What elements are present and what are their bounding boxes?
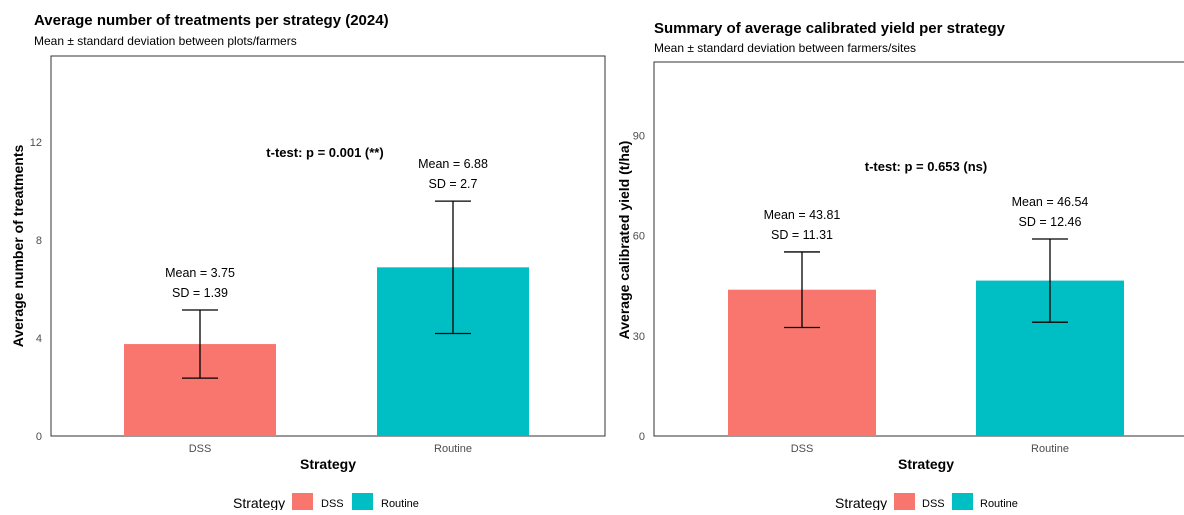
bars [728,280,1124,436]
bar-label-dss: SD = 1.39 [172,286,228,300]
bar-label-dss: SD = 11.31 [771,228,833,242]
legend-label-routine: Routine [381,498,419,510]
x-axis-title: Strategy [898,456,954,472]
legend-title: Strategy [233,495,285,510]
legend-label-dss: DSS [321,498,344,510]
yield-chart-svg: Summary of average calibrated yield per … [616,20,1184,511]
x-tick-label-routine: Routine [434,443,472,455]
ttest-annotation: t-test: p = 0.653 (ns) [865,159,987,174]
yield-chart: Summary of average calibrated yield per … [612,0,1184,511]
y-tick-label: 0 [36,431,42,443]
legend-label-dss: DSS [922,498,945,510]
bar-label-dss: Mean = 3.75 [165,266,235,280]
plot-panel [653,61,1184,437]
chart-title: Summary of average calibrated yield per … [654,20,1006,37]
chart-title: Average number of treatments per strateg… [34,12,389,29]
chart-subtitle: Mean ± standard deviation between plots/… [34,34,297,48]
legend: Strategy DSS Routine [233,493,419,511]
legend-swatch-routine [352,493,373,510]
x-axis: DSS Routine [189,443,472,455]
bar-label-routine: SD = 12.46 [1019,215,1082,229]
bar-label-routine: Mean = 6.88 [418,157,488,171]
y-axis: 0 30 60 90 [633,130,645,443]
x-axis: DSS Routine [791,443,1069,455]
y-axis-title: Average number of treatments [10,145,26,348]
x-tick-label-dss: DSS [189,443,212,455]
x-tick-label-dss: DSS [791,443,814,455]
y-axis-title: Average calibrated yield (t/ha) [616,141,632,340]
bar-labels: Mean = 43.81 SD = 11.31 Mean = 46.54 SD = 1… [764,195,1089,242]
legend: Strategy DSS Routine [835,493,1018,511]
x-tick-label-routine: Routine [1031,443,1069,455]
legend-label-routine: Routine [980,498,1018,510]
treatments-chart-svg: Average number of treatments per strateg… [10,12,606,511]
bar-labels: Mean = 3.75 SD = 1.39 Mean = 6.88 SD = 2.7 [165,157,488,300]
error-bars [784,238,1068,329]
y-tick-label: 30 [633,331,645,343]
ttest-annotation: t-test: p = 0.001 (**) [266,145,383,160]
x-axis-title: Strategy [300,456,356,472]
y-tick-label: 8 [36,235,42,247]
bar-label-routine: Mean = 46.54 [1012,195,1089,209]
bar-label-dss: Mean = 43.81 [764,208,841,222]
y-tick-label: 60 [633,231,645,243]
legend-title: Strategy [835,495,887,510]
legend-swatch-dss [894,493,915,510]
treatments-chart: Average number of treatments per strateg… [10,12,606,511]
error-bars [182,200,471,379]
bar-label-routine: SD = 2.7 [429,177,478,191]
y-tick-label: 12 [30,137,42,149]
y-tick-label: 90 [633,130,645,142]
y-axis: 0 4 8 12 [30,137,42,443]
chart-subtitle: Mean ± standard deviation between farmer… [654,41,916,55]
y-tick-label: 4 [36,333,42,345]
legend-swatch-routine [952,493,973,510]
y-tick-label: 0 [639,431,645,443]
legend-swatch-dss [292,493,313,510]
plot-panel [50,55,606,437]
